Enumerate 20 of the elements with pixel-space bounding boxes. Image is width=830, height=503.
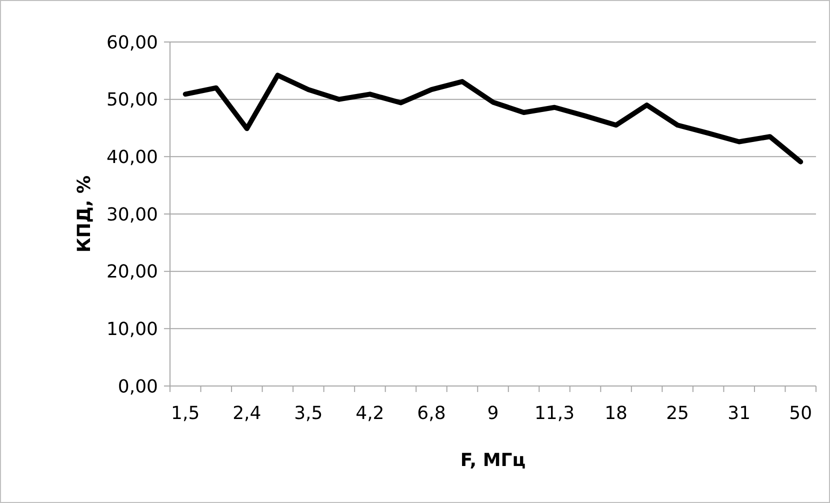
x-tick-label: 11,3 (534, 403, 575, 424)
x-tick-label: 4,2 (356, 403, 384, 424)
y-tick-label: 20,00 (106, 262, 158, 283)
y-tick-label: 40,00 (106, 146, 158, 168)
x-tick-label: 31 (728, 403, 751, 424)
x-tick-label: 2,4 (232, 403, 262, 424)
x-tick-label: 1,5 (171, 403, 200, 424)
x-axis-title: F, МГц (460, 450, 526, 471)
y-tick-label: 0,00 (118, 376, 158, 398)
x-tick-label: 18 (604, 403, 628, 424)
y-tick-label: 50,00 (106, 90, 158, 111)
x-tick-label: 6,8 (417, 403, 446, 424)
y-axis-title: КПД, % (74, 176, 95, 252)
y-tick-label: 30,00 (106, 204, 158, 226)
x-tick-label: 3,5 (294, 403, 323, 424)
x-tick-label: 25 (666, 403, 690, 424)
x-tick-label: 9 (487, 403, 499, 424)
y-tick-label: 60,00 (106, 32, 158, 54)
x-tick-label: 50 (789, 403, 812, 424)
y-tick-label: 10,00 (106, 318, 158, 340)
